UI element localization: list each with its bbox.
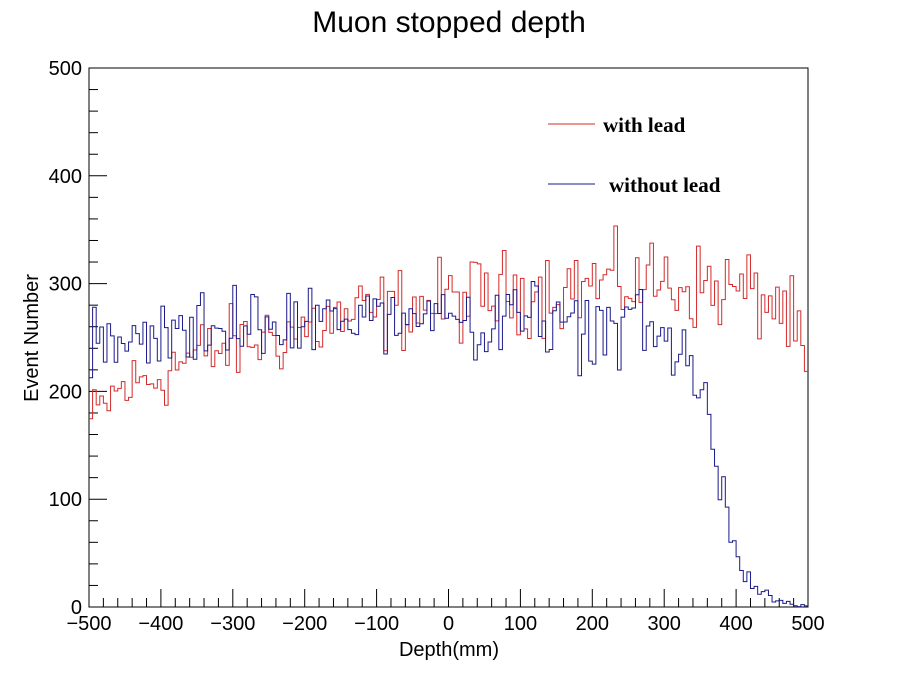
- y-tick-label: 400: [49, 166, 82, 188]
- x-tick-label: 400: [719, 613, 752, 635]
- x-tick-label: 200: [576, 613, 609, 635]
- x-tick-label: −500: [66, 613, 111, 635]
- legend: with lead without lead: [548, 113, 721, 197]
- x-axis-ticks: −500 −400 −300 −200 −100 0 100 200 300 400 500: [66, 589, 825, 635]
- series-line-without-lead: [89, 280, 808, 608]
- x-axis-label: Depth(mm): [399, 639, 499, 661]
- y-tick-label: 200: [49, 381, 82, 403]
- y-tick-label: 0: [71, 597, 82, 619]
- y-axis-label: Event Number: [21, 274, 43, 402]
- series-layer: [89, 225, 808, 608]
- x-tick-label: −200: [282, 613, 327, 635]
- legend-label-without-lead: without lead: [609, 173, 721, 197]
- series-line-with-lead: [89, 225, 808, 420]
- x-tick-label: 500: [791, 613, 824, 635]
- chart-title: Muon stopped depth: [312, 6, 586, 39]
- x-tick-label: −100: [354, 613, 399, 635]
- x-tick-label: 100: [504, 613, 537, 635]
- y-axis-ticks: 0 100 200 300 400 500: [49, 58, 107, 619]
- x-tick-label: −300: [210, 613, 255, 635]
- y-tick-label: 100: [49, 489, 82, 511]
- legend-label-with-lead: with lead: [603, 113, 686, 137]
- y-tick-label: 300: [49, 274, 82, 296]
- y-tick-label: 500: [49, 58, 82, 80]
- x-tick-label: −400: [138, 613, 183, 635]
- x-tick-label: 0: [443, 613, 454, 635]
- x-tick-label: 300: [648, 613, 681, 635]
